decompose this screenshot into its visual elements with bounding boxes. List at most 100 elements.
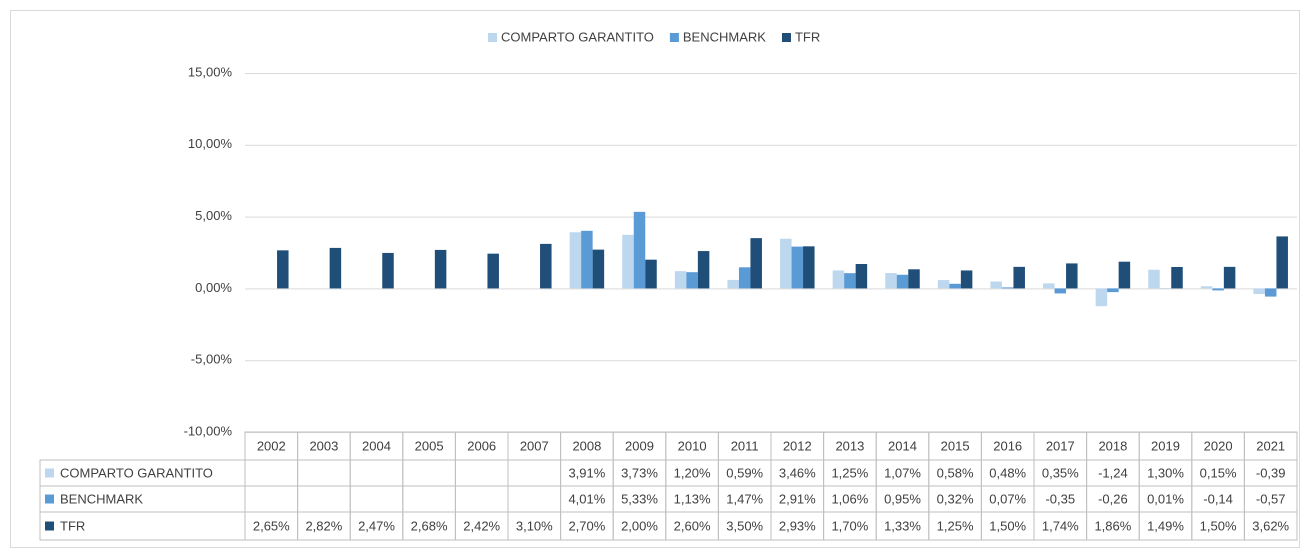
table-value: 2,00% [621,518,658,533]
table-value: 1,25% [937,518,974,533]
table-value: 3,73% [621,465,658,480]
x-tick-label: 2016 [993,438,1022,453]
bar [833,270,845,288]
x-tick-label: 2004 [362,438,391,453]
table-value: 0,95% [884,491,921,506]
table-value: 1,20% [674,465,711,480]
table-value: 0,07% [989,491,1026,506]
legend-swatch [45,522,54,531]
table-value: -0,26 [1098,491,1128,506]
table-value: 2,42% [463,518,500,533]
y-tick-label: 5,00% [195,208,232,223]
bar [1107,288,1119,292]
table-value: 2,47% [358,518,395,533]
x-tick-label: 2017 [1046,438,1075,453]
table-value: 0,59% [726,465,763,480]
table-value: 0,48% [989,465,1026,480]
table-value: 3,62% [1252,518,1289,533]
x-tick-label: 2015 [941,438,970,453]
x-tick-label: 2018 [1098,438,1127,453]
bar [750,238,762,288]
x-tick-label: 2020 [1204,438,1233,453]
x-tick-label: 2005 [415,438,444,453]
y-tick-label: -10,00% [184,423,233,438]
bar [1224,267,1236,289]
bar [1002,287,1014,288]
bar [961,270,973,288]
table-value: 2,68% [411,518,448,533]
table-value: -0,14 [1203,491,1233,506]
y-tick-label: -5,00% [191,352,233,367]
legend-label: BENCHMARK [683,29,766,44]
bar [803,246,815,288]
bar [897,275,909,289]
table-value: 2,70% [568,518,605,533]
bar [938,280,950,288]
table-value: 3,91% [568,465,605,480]
row-label: COMPARTO GARANTITO [60,465,213,480]
bar [1253,288,1265,294]
table-value: 1,06% [831,491,868,506]
bar [570,232,582,288]
bar [908,269,920,288]
legend-swatch [45,495,54,504]
table-value: 1,50% [989,518,1026,533]
bar [1265,288,1277,296]
bar [645,260,657,289]
x-tick-label: 2003 [309,438,338,453]
bar [435,250,447,288]
table-value: 5,33% [621,491,658,506]
table-value: 2,93% [779,518,816,533]
table-value: 2,91% [779,491,816,506]
bar [727,280,739,288]
table-value: -0,39 [1256,465,1286,480]
table-value: 1,70% [831,518,868,533]
bar [581,231,593,289]
bar [675,271,687,288]
table-value: 3,50% [726,518,763,533]
table-value: 1,30% [1147,465,1184,480]
bar [686,272,698,288]
x-tick-label: 2007 [520,438,549,453]
table-value: 1,74% [1042,518,1079,533]
bar [540,244,552,289]
row-label: BENCHMARK [60,491,143,506]
x-tick-label: 2019 [1151,438,1180,453]
table-value: 1,13% [674,491,711,506]
x-tick-label: 2014 [888,438,917,453]
bar [1096,288,1108,306]
bar [634,212,646,289]
bar [382,253,394,288]
table-value: 1,50% [1200,518,1237,533]
bar [277,250,289,288]
bar [990,282,1002,289]
row-label: TFR [60,518,85,533]
bar [1201,286,1213,288]
bar [856,264,868,288]
table-value: 1,33% [884,518,921,533]
y-tick-label: 0,00% [195,280,232,295]
bar [1212,288,1224,290]
table-value: 1,86% [1094,518,1131,533]
bar [949,284,961,289]
table-value: -0,57 [1256,491,1286,506]
table-value: 3,46% [779,465,816,480]
bar [885,273,897,288]
bar [698,251,710,288]
bar [1276,236,1288,288]
legend-label: TFR [795,29,820,44]
y-tick-label: 10,00% [188,136,233,151]
legend-swatch [670,33,679,42]
legend-swatch [488,33,497,42]
bar [1119,262,1131,289]
x-tick-label: 2013 [835,438,864,453]
table-value: 0,35% [1042,465,1079,480]
x-tick-label: 2021 [1256,438,1285,453]
bar [1055,288,1067,293]
bar [792,247,804,289]
x-tick-label: 2009 [625,438,654,453]
y-tick-label: 15,00% [188,64,233,79]
bar [780,239,792,289]
table-value: 0,01% [1147,491,1184,506]
